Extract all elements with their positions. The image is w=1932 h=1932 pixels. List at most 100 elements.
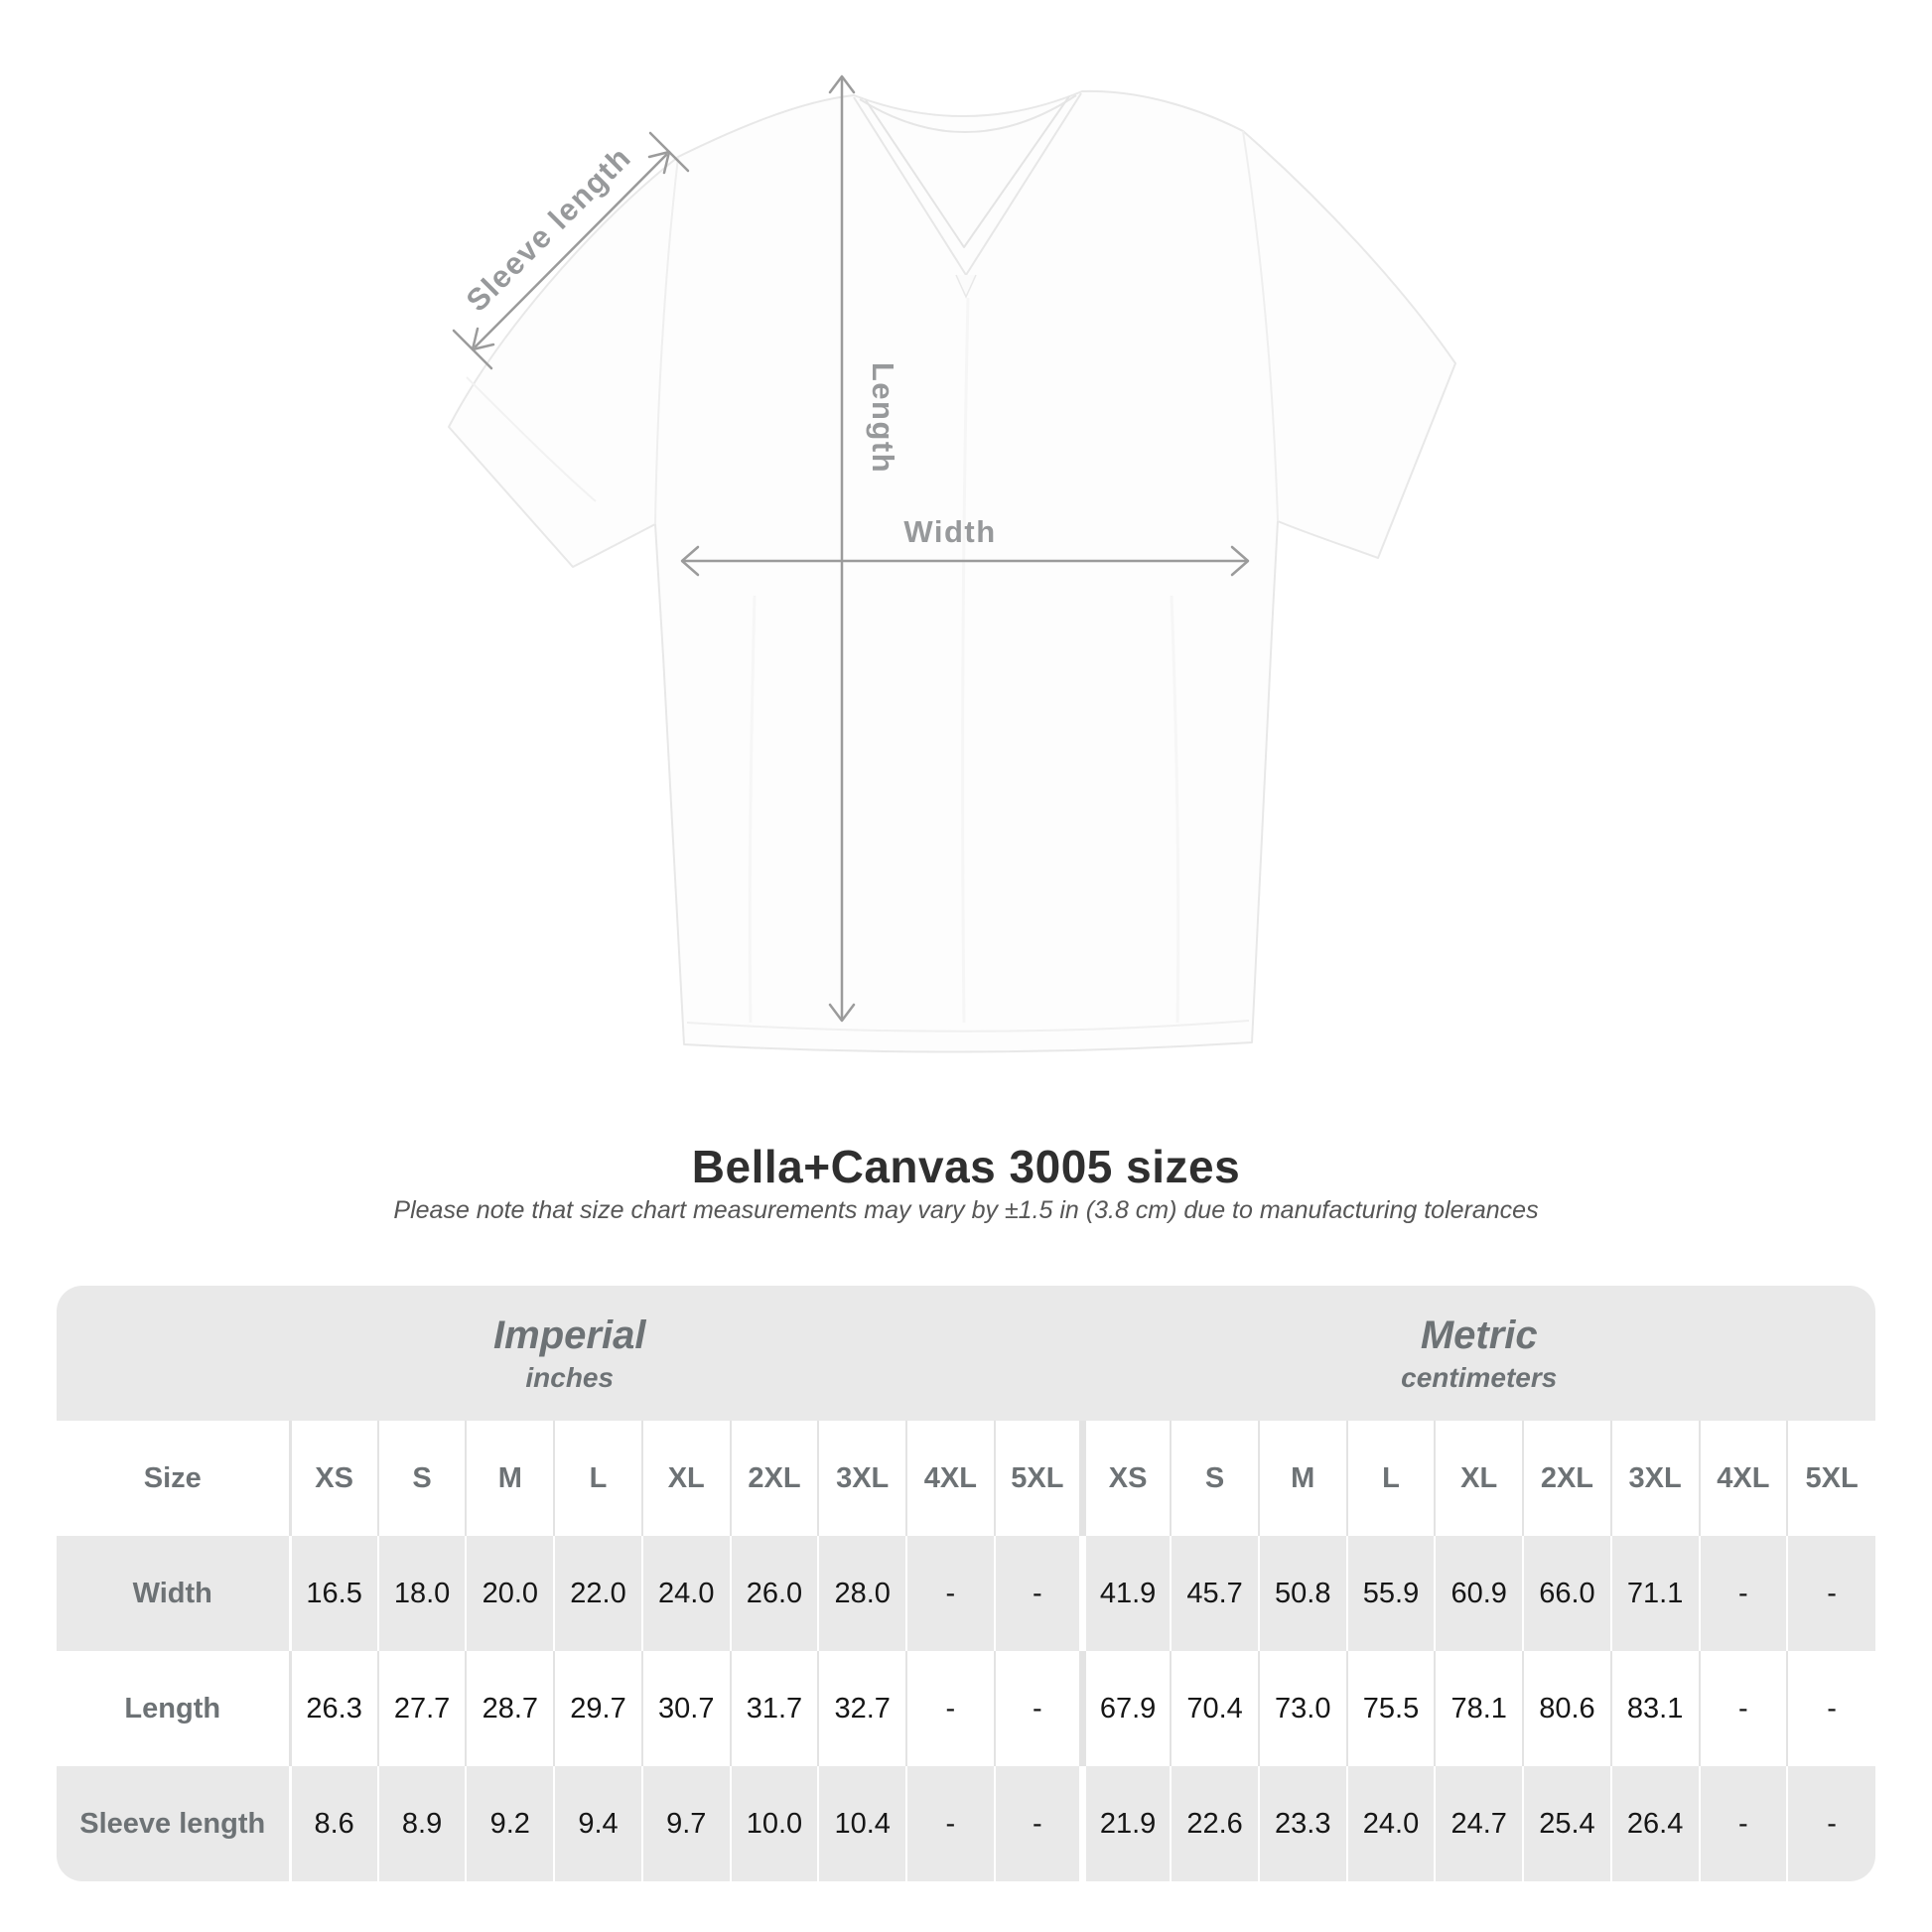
sleeve-metric-3xl: 26.4 (1609, 1766, 1700, 1881)
width-metric-s: 45.7 (1170, 1536, 1259, 1651)
size-header-imperial-xs: XS (288, 1421, 378, 1536)
width-imperial-4xl: - (905, 1536, 995, 1651)
sleeve-imperial-xs: 8.6 (288, 1766, 378, 1881)
length-imperial-3xl: 32.7 (817, 1651, 907, 1766)
length-metric-5xl: - (1786, 1651, 1875, 1766)
page-title: Bella+Canvas 3005 sizes (691, 1141, 1241, 1192)
sleeve-metric-5xl: - (1786, 1766, 1875, 1881)
metric-unit: centimeters (1401, 1361, 1558, 1393)
tshirt-outline (448, 89, 1456, 1053)
tshirt-illustration: Sleeve length Length Width (448, 74, 1456, 1053)
length-imperial-xs: 26.3 (288, 1651, 378, 1766)
sleeve-imperial-l: 9.4 (553, 1766, 642, 1881)
width-metric-3xl: 71.1 (1609, 1536, 1700, 1651)
length-imperial-4xl: - (905, 1651, 995, 1766)
sleeve-metric-2xl: 25.4 (1522, 1766, 1611, 1881)
sleeve-metric-l: 24.0 (1345, 1766, 1436, 1881)
length-imperial-2xl: 31.7 (729, 1651, 819, 1766)
width-imperial-m: 20.0 (465, 1536, 555, 1651)
size-column-label: Size (143, 1461, 202, 1494)
size-header-row: Size XS S M L XL 2XL 3XL 4XL 5XL XS S M … (57, 1421, 1875, 1536)
width-metric-4xl: - (1698, 1536, 1788, 1651)
size-header-imperial-l: L (553, 1421, 642, 1536)
collar-inner-v (865, 95, 1070, 248)
size-header-imperial-2xl: 2XL (729, 1421, 819, 1536)
width-metric-l: 55.9 (1345, 1536, 1436, 1651)
imperial-unit: inches (525, 1361, 615, 1393)
right-armhole-seam (1242, 130, 1279, 522)
width-imperial-l: 22.0 (553, 1536, 642, 1651)
row-label-sleeve-length: Sleeve length (79, 1807, 266, 1840)
unit-header-row: Imperial inches Metric centimeters (57, 1286, 1875, 1421)
table-row-length: Length 26.3 27.7 28.7 29.7 30.7 31.7 32.… (57, 1651, 1875, 1766)
size-header-imperial-s: S (376, 1421, 467, 1536)
size-header-metric-l: L (1345, 1421, 1436, 1536)
width-metric-m: 50.8 (1257, 1536, 1347, 1651)
collar-back-edge (859, 94, 1077, 133)
size-header-metric-m: M (1257, 1421, 1347, 1536)
length-imperial-s: 27.7 (376, 1651, 467, 1766)
size-header-metric-xs: XS (1078, 1421, 1172, 1536)
length-label: Length (866, 362, 900, 474)
width-metric-xl: 60.9 (1434, 1536, 1524, 1651)
width-imperial-s: 18.0 (376, 1536, 467, 1651)
size-header-metric-s: S (1170, 1421, 1259, 1536)
length-metric-4xl: - (1698, 1651, 1788, 1766)
width-metric-xs: 41.9 (1078, 1536, 1172, 1651)
width-metric-2xl: 66.0 (1522, 1536, 1611, 1651)
sleeve-metric-s: 22.6 (1170, 1766, 1259, 1881)
sleeve-imperial-xl: 9.7 (640, 1766, 731, 1881)
size-header-metric-2xl: 2XL (1522, 1421, 1611, 1536)
metric-title: Metric (1420, 1312, 1538, 1357)
width-metric-5xl: - (1786, 1536, 1875, 1651)
length-metric-3xl: 83.1 (1609, 1651, 1700, 1766)
sleeve-fold (466, 376, 597, 502)
sleeve-imperial-4xl: - (905, 1766, 995, 1881)
table-row-width: Width 16.5 18.0 20.0 22.0 24.0 26.0 28.0… (57, 1536, 1875, 1651)
hem-stitch (686, 1020, 1250, 1033)
sleeve-metric-xl: 24.7 (1434, 1766, 1524, 1881)
width-imperial-xs: 16.5 (288, 1536, 378, 1651)
sleeve-metric-xs: 21.9 (1078, 1766, 1172, 1881)
page-subtitle: Please note that size chart measurements… (393, 1196, 1539, 1224)
width-imperial-xl: 24.0 (640, 1536, 731, 1651)
length-metric-2xl: 80.6 (1522, 1651, 1611, 1766)
size-header-metric-3xl: 3XL (1609, 1421, 1700, 1536)
fold-line (1170, 595, 1180, 1024)
length-imperial-xl: 30.7 (640, 1651, 731, 1766)
length-metric-m: 73.0 (1257, 1651, 1347, 1766)
width-arrow (680, 545, 1250, 577)
length-imperial-l: 29.7 (553, 1651, 642, 1766)
size-header-imperial-xl: XL (640, 1421, 731, 1536)
size-header-imperial-4xl: 4XL (905, 1421, 995, 1536)
left-armhole-seam (654, 156, 679, 525)
length-arrow (828, 74, 856, 1023)
width-imperial-5xl: - (993, 1536, 1083, 1651)
fold-line (961, 297, 970, 1024)
sleeve-imperial-3xl: 10.4 (817, 1766, 907, 1881)
metric-header: Metric centimeters (1082, 1286, 1875, 1421)
imperial-header: Imperial inches (57, 1286, 1083, 1421)
width-imperial-2xl: 26.0 (729, 1536, 819, 1651)
size-table: Imperial inches Metric centimeters Size (57, 1286, 1875, 1881)
row-label-width: Width (132, 1577, 212, 1609)
size-header-imperial-5xl: 5XL (993, 1421, 1083, 1536)
sleeve-imperial-5xl: - (993, 1766, 1083, 1881)
size-header-metric-4xl: 4XL (1698, 1421, 1788, 1536)
sleeve-metric-4xl: - (1698, 1766, 1788, 1881)
size-header-metric-5xl: 5XL (1786, 1421, 1875, 1536)
width-label: Width (903, 514, 996, 549)
imperial-title: Imperial (493, 1312, 646, 1357)
sleeve-metric-m: 23.3 (1257, 1766, 1347, 1881)
collar-v-stitch (955, 274, 977, 299)
length-imperial-5xl: - (993, 1651, 1083, 1766)
table-row-sleeve-length: Sleeve length 8.6 8.9 9.2 9.4 9.7 10.0 1… (57, 1766, 1875, 1881)
width-imperial-3xl: 28.0 (817, 1536, 907, 1651)
length-metric-s: 70.4 (1170, 1651, 1259, 1766)
size-header-metric-xl: XL (1434, 1421, 1524, 1536)
fold-line (748, 595, 757, 1024)
sleeve-imperial-2xl: 10.0 (729, 1766, 819, 1881)
length-metric-xs: 67.9 (1078, 1651, 1172, 1766)
size-header-imperial-3xl: 3XL (817, 1421, 907, 1536)
